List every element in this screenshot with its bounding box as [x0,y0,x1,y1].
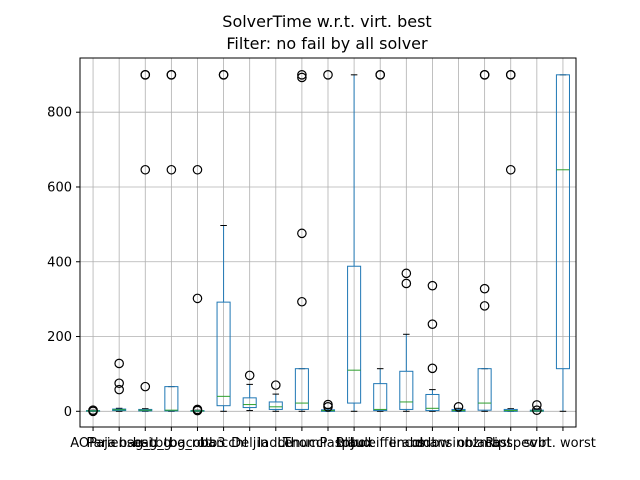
x-tick-label: triJud [337,436,371,451]
box-iqr [477,368,492,411]
outlier-point [192,404,203,415]
y-axis: 0 200 400 600 800 [47,106,80,420]
x-tick-label: barcchl [200,436,247,451]
outlier-point [297,70,307,80]
box-plot [529,400,544,415]
x-tick-label: ThomPaspbox [282,436,374,451]
y-tick-label: 0 [64,405,72,420]
outlier-point [114,384,124,395]
outlier-point [192,293,203,304]
box-plot [399,268,414,412]
box-plot [320,70,336,412]
box-plot [373,70,388,412]
box-iqr [268,401,283,410]
box-iqr [164,386,179,412]
x-tick-label: Blauleifferabs [336,436,425,451]
box-iqr [399,370,414,410]
y-tick-label: 600 [47,180,72,195]
box-plot [86,405,101,417]
chart-title-line-2: Filter: no fail by all solver [226,34,428,53]
outlier-point [479,283,490,294]
outlier-point [375,70,386,80]
box-iqr [425,393,440,412]
box-iqr [294,368,309,410]
y-tick-label: 400 [47,255,72,270]
outlier-point [297,296,307,307]
outlier-point [140,164,151,175]
x-tick-label: Pariensesi [86,436,152,451]
outlier-point [166,164,177,175]
outlier-point [140,381,151,392]
box-plot [294,70,309,412]
box-iqr [242,397,257,409]
x-tick-label: lincol [389,436,423,451]
y-tick-label: 200 [47,330,72,345]
outlier-point [401,268,412,279]
box-plot [138,70,153,412]
y-tick-label: 800 [47,106,72,121]
outlier-point [479,301,490,311]
grid [80,58,576,427]
outlier-point [218,70,229,80]
box-plot [503,70,518,412]
box-iqr [347,265,362,404]
box-iqr [216,301,231,407]
outlier-point [114,378,124,389]
x-tick-label: Ripspec [485,436,536,451]
x-tick-label: laddu [258,436,294,451]
outlier-point [532,400,542,410]
box-plot [268,380,283,412]
box-plot [190,164,205,416]
box-iqr [555,74,570,370]
box-plot [425,280,440,412]
outlier-point [323,70,333,80]
chart-title-line-1: SolverTime w.r.t. virt. best [222,12,431,31]
x-tick-label: mansinnzmb [417,436,500,451]
x-tick-label: virt. worst [530,436,596,451]
x-tick-label: bag_tbg_rot [133,436,210,451]
x-tick-label: bag_tbg [119,436,172,451]
outlier-point [401,278,412,289]
box-plot [477,70,492,412]
outlier-point [192,164,203,175]
plot-frame [79,57,577,428]
outlier-point [453,402,464,412]
outlier-point [479,70,490,80]
box-series [86,70,570,417]
outlier-point [244,370,255,381]
box-plot [112,358,127,412]
outlier-point [166,70,177,80]
x-tick-label: Deljin [231,436,268,451]
box-plot [216,70,231,412]
outlier-point [140,70,151,80]
box-plot [242,370,257,412]
x-axis: AOPajaPariensesibag_tbgbag_tbg_rotbacobb… [70,427,596,451]
outlier-point [505,164,516,175]
box-plot [451,402,466,412]
x-tick-label: svbl [524,436,550,451]
outlier-point [297,228,307,239]
x-tick-label: Lenucci [277,436,326,451]
x-tick-label: ddbw [415,436,451,451]
box-plot [555,74,570,412]
outlier-point [323,399,333,410]
outlier-point [297,72,307,83]
box-plot [347,74,362,412]
outlier-point [427,280,438,291]
outlier-point [427,363,438,374]
outlier-point [427,319,438,329]
x-tick-label: oblacast [457,436,512,451]
outlier-point [114,358,124,369]
outlier-point [532,405,542,415]
x-tick-label: AOPaja [70,436,116,451]
outlier-point [88,405,98,415]
outlier-point [505,70,516,80]
box-plot [164,70,179,412]
x-tick-label: bacobb3 [169,436,225,451]
box-iqr [373,383,388,412]
outlier-point [270,380,281,390]
